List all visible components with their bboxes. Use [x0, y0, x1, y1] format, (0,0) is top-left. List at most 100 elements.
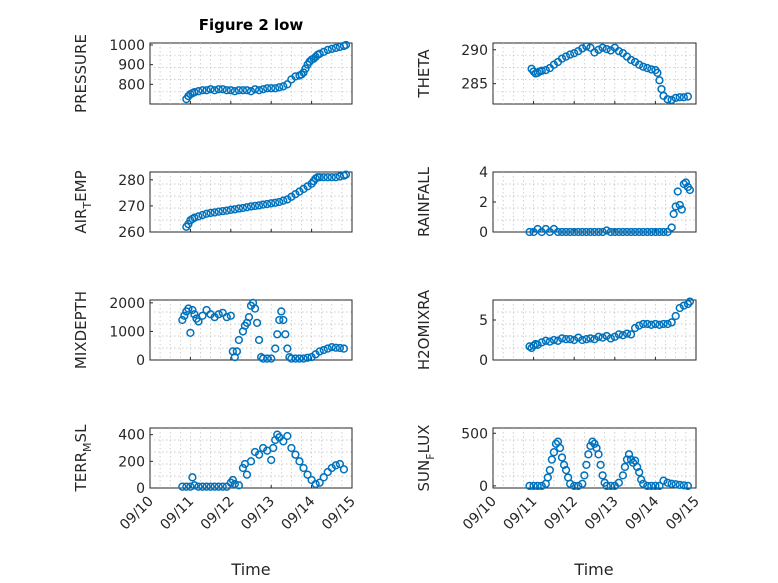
data-point	[614, 227, 624, 237]
y-tick-label: 2	[479, 195, 488, 211]
y-tick-label: 1000	[109, 38, 145, 54]
y-tick-label: 280	[118, 173, 145, 189]
data-point	[582, 460, 591, 469]
data-point	[339, 344, 349, 353]
data-point	[319, 173, 328, 182]
data-point	[667, 318, 676, 327]
x-tick-label: 09/15	[319, 494, 359, 534]
y-axis-label-sun-flux: SUNFLUX	[415, 425, 437, 492]
data-point	[561, 227, 571, 237]
data-point	[651, 227, 660, 237]
y-axis-label-h2omixra: H2OMIXRA	[415, 289, 433, 370]
data-point	[667, 479, 676, 488]
data-point	[315, 173, 324, 182]
data-point	[578, 44, 587, 53]
data-point	[655, 481, 664, 491]
data-point	[299, 463, 308, 473]
data-point	[541, 65, 550, 75]
data-point	[525, 481, 534, 491]
data-point	[624, 450, 634, 459]
data-point	[651, 319, 660, 329]
data-point	[598, 43, 607, 52]
data-point	[258, 200, 268, 209]
data-point	[269, 443, 278, 453]
data-point	[230, 205, 239, 214]
data-point	[327, 342, 336, 352]
data-point	[588, 437, 597, 446]
data-point	[635, 60, 644, 69]
data-point	[242, 86, 252, 95]
subplot-sun-flux: 0 500 SUNFLUX 09/10 09/11 09/12 09/13 09/14 09/1…	[415, 425, 703, 534]
data-point	[275, 197, 284, 207]
data-point	[206, 482, 215, 491]
data-point	[525, 227, 534, 237]
data-point	[671, 93, 680, 103]
data-point	[683, 481, 693, 491]
data-point	[570, 227, 579, 237]
data-point	[190, 88, 199, 97]
data-point	[252, 318, 262, 328]
y-axis-label-terr-msl: TERRMSL	[72, 424, 94, 493]
data-point	[246, 202, 256, 211]
data-point	[319, 47, 328, 57]
y-tick-label: 2000	[109, 296, 145, 312]
data-point	[188, 305, 197, 315]
data-point	[254, 335, 264, 345]
data-point	[659, 319, 668, 329]
data-point	[602, 44, 611, 54]
data-point	[331, 343, 340, 352]
data-point	[679, 481, 688, 490]
data-point	[681, 178, 690, 187]
data-point	[263, 354, 272, 363]
y-tick-label: 900	[118, 58, 145, 74]
data-point	[244, 312, 254, 322]
data-point	[190, 481, 199, 490]
data-point	[541, 336, 550, 345]
data-point	[287, 354, 296, 363]
data-point	[218, 206, 227, 216]
data-point	[319, 345, 328, 355]
data-point	[214, 85, 223, 94]
data-point	[194, 317, 203, 326]
data-point	[319, 473, 328, 482]
data-point	[315, 478, 324, 487]
data-point	[655, 320, 664, 329]
data-point	[230, 87, 239, 96]
data-point	[557, 453, 567, 462]
data-point	[590, 335, 599, 344]
data-point	[578, 335, 587, 345]
data-point	[663, 319, 672, 329]
data-point	[335, 459, 345, 469]
data-point	[279, 82, 288, 91]
data-point	[194, 87, 203, 96]
data-point	[549, 448, 559, 457]
y-tick-label: 285	[461, 77, 488, 93]
data-point	[279, 437, 288, 446]
y-tick-label: 5	[479, 313, 488, 329]
data-point	[565, 335, 575, 344]
y-tick-label: 0	[136, 481, 145, 497]
data-point	[323, 45, 332, 55]
data-point	[186, 482, 195, 491]
data-point	[271, 84, 280, 93]
data-point	[553, 227, 563, 237]
data-point	[565, 227, 575, 237]
data-point	[226, 311, 235, 320]
data-point	[218, 482, 227, 491]
data-point	[675, 303, 684, 313]
data-point	[618, 227, 628, 237]
data-point	[673, 187, 682, 196]
axes-box-pressure	[149, 42, 353, 105]
data-point	[234, 481, 244, 490]
data-point	[639, 227, 648, 237]
data-point	[202, 209, 211, 218]
data-point	[254, 450, 264, 459]
data-point	[190, 213, 199, 222]
data-point	[198, 482, 207, 491]
data-point	[234, 86, 244, 95]
data-point	[557, 334, 567, 343]
data-point	[675, 93, 684, 102]
data-point	[639, 319, 648, 329]
data-point	[582, 227, 591, 237]
x-tick-label: 09/11	[501, 494, 541, 534]
